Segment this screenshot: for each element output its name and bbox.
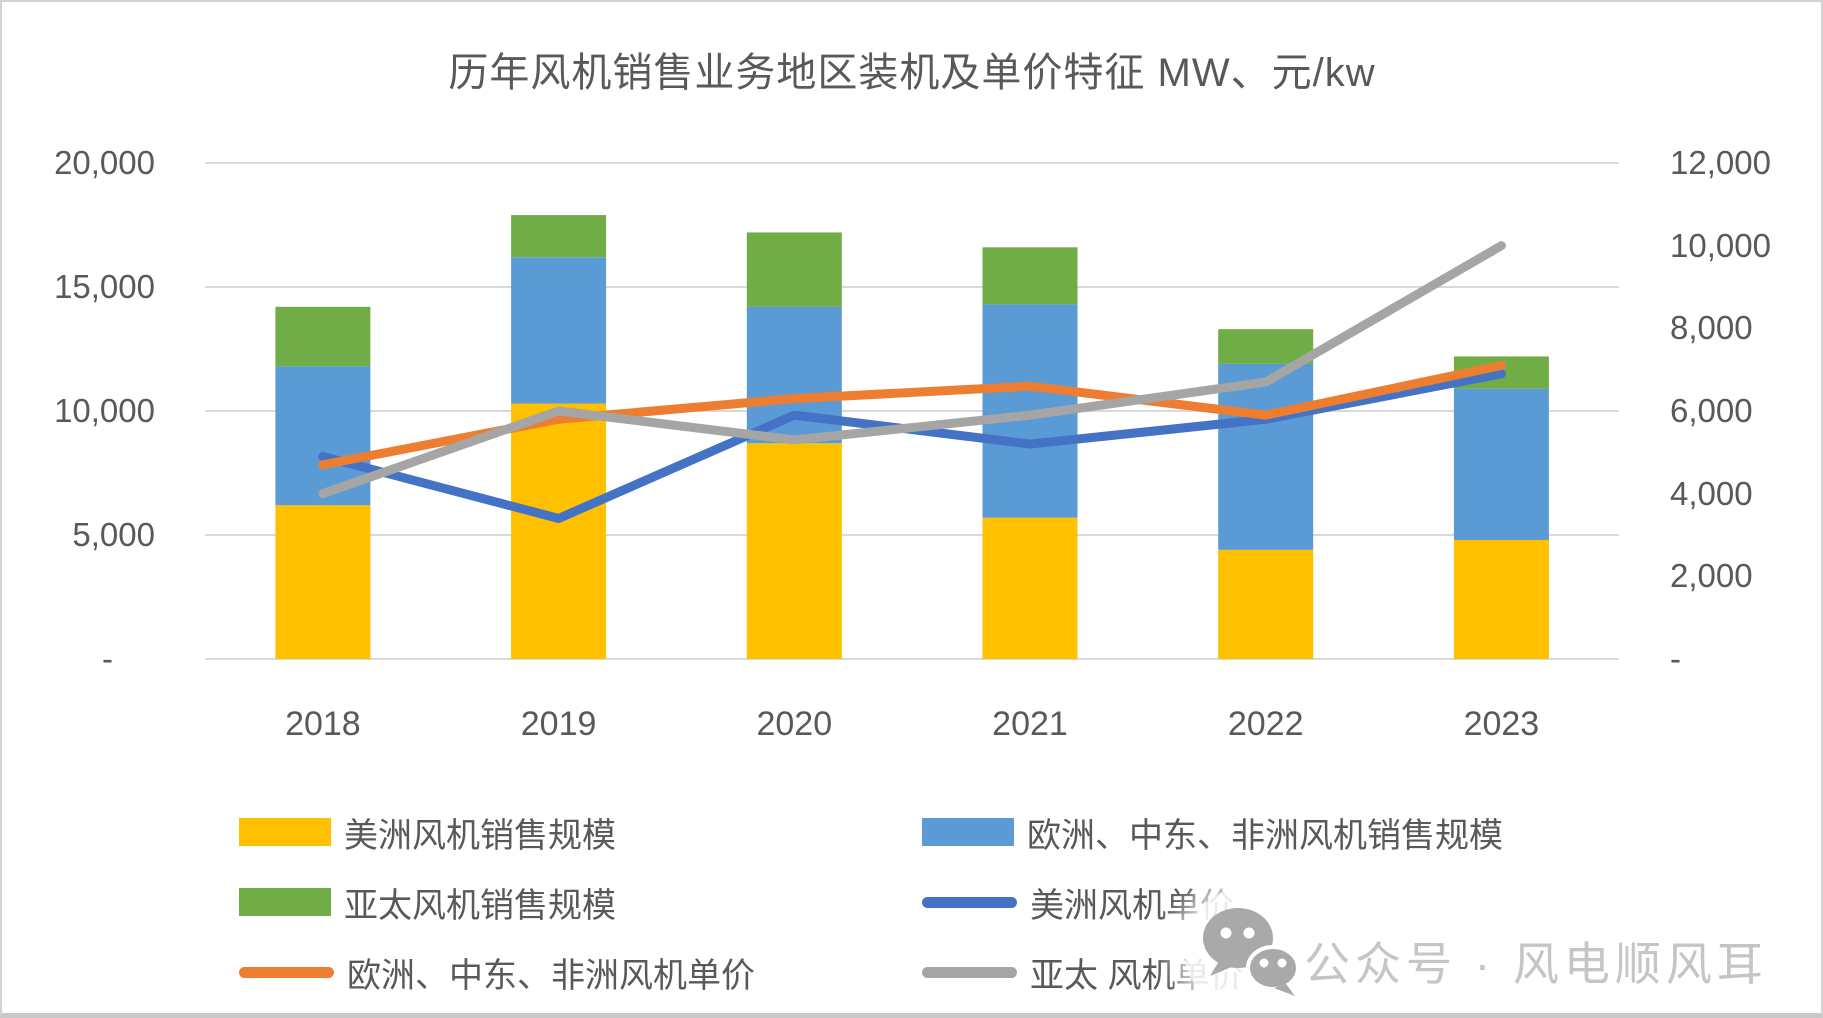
legend-item-emea-sales: 欧洲、中东、非洲风机销售规模 (922, 808, 1503, 856)
line-emea-price (318, 361, 1506, 470)
x-axis-label-2019: 2019 (520, 705, 597, 743)
legend-item-apac-price: 亚太 风机单价 (922, 948, 1243, 996)
x-axis-label-2023: 2023 (1463, 705, 1540, 743)
bar-segment-apac-sales-2022 (1218, 329, 1314, 364)
legend-swatch-emea-price (239, 966, 334, 978)
x-axis-label-2018: 2018 (285, 705, 361, 743)
legend-label-americas-sales: 美洲风机销售规模 (344, 816, 616, 855)
right-axis-tick-6000: 6,000 (1670, 392, 1753, 429)
legend-item-apac-sales: 亚太风机销售规模 (239, 878, 616, 926)
left-axis-tick-15000: 15,000 (54, 268, 155, 305)
legend-label-emea-sales: 欧洲、中东、非洲风机销售规模 (1027, 816, 1503, 855)
bar-segment-apac-sales-2020 (746, 232, 842, 307)
right-axis-tick-10000: 10,000 (1670, 226, 1771, 264)
legend-swatch-apac-price (922, 966, 1017, 978)
bar-segment-emea-sales-2022 (1218, 363, 1314, 550)
bar-segment-americas-sales-2022 (1218, 549, 1314, 659)
left-axis-tick-20000: 20,000 (54, 144, 155, 181)
bar-segment-americas-sales-2018 (275, 505, 371, 659)
legend-label-americas-price: 美洲风机单价 (1030, 886, 1234, 925)
left-axis-tick-5000: 5,000 (72, 516, 155, 553)
legend-label-apac-sales: 亚太风机销售规模 (344, 886, 616, 925)
legend-item-americas-price: 美洲风机单价 (922, 878, 1234, 926)
left-axis-tick-10000: 10,000 (54, 392, 155, 429)
bar-segment-emea-sales-2019 (511, 257, 607, 404)
right-axis-tick-8000: 8,000 (1670, 309, 1753, 347)
bar-segment-americas-sales-2023 (1453, 539, 1549, 659)
legend-label-emea-price: 欧洲、中东、非洲风机单价 (347, 956, 755, 995)
left-axis-tick-0: - (102, 640, 113, 677)
bar-segment-emea-sales-2023 (1453, 388, 1549, 540)
chart-title: 历年风机销售业务地区装机及单价特征 MW、元/kw (448, 51, 1376, 95)
right-axis-tick-0: - (1670, 640, 1681, 677)
legend-swatch-apac-sales (239, 888, 331, 916)
right-axis-tick-12000: 12,000 (1670, 144, 1771, 181)
bar-segment-apac-sales-2021 (982, 247, 1078, 305)
x-axis-label-2022: 2022 (1227, 705, 1304, 743)
x-axis-label-2020: 2020 (756, 705, 833, 743)
right-axis-tick-4000: 4,000 (1670, 474, 1753, 512)
x-axis-label-2021: 2021 (992, 705, 1068, 743)
bar-segment-americas-sales-2019 (511, 403, 607, 659)
bar-segment-americas-sales-2021 (982, 517, 1078, 659)
legend-swatch-americas-sales (239, 818, 331, 846)
bar-segment-apac-sales-2018 (275, 306, 371, 367)
bar-segment-americas-sales-2020 (746, 443, 842, 659)
legend-swatch-americas-price (922, 896, 1017, 908)
legend-item-emea-price: 欧洲、中东、非洲风机单价 (239, 948, 755, 996)
line-apac-price (318, 241, 1506, 499)
bar-segment-apac-sales-2019 (511, 215, 607, 258)
legend-swatch-emea-sales (922, 818, 1014, 846)
legend-item-americas-sales: 美洲风机销售规模 (239, 808, 616, 856)
legend-label-apac-price: 亚太 风机单价 (1030, 956, 1244, 995)
right-axis-tick-2000: 2,000 (1670, 557, 1753, 595)
